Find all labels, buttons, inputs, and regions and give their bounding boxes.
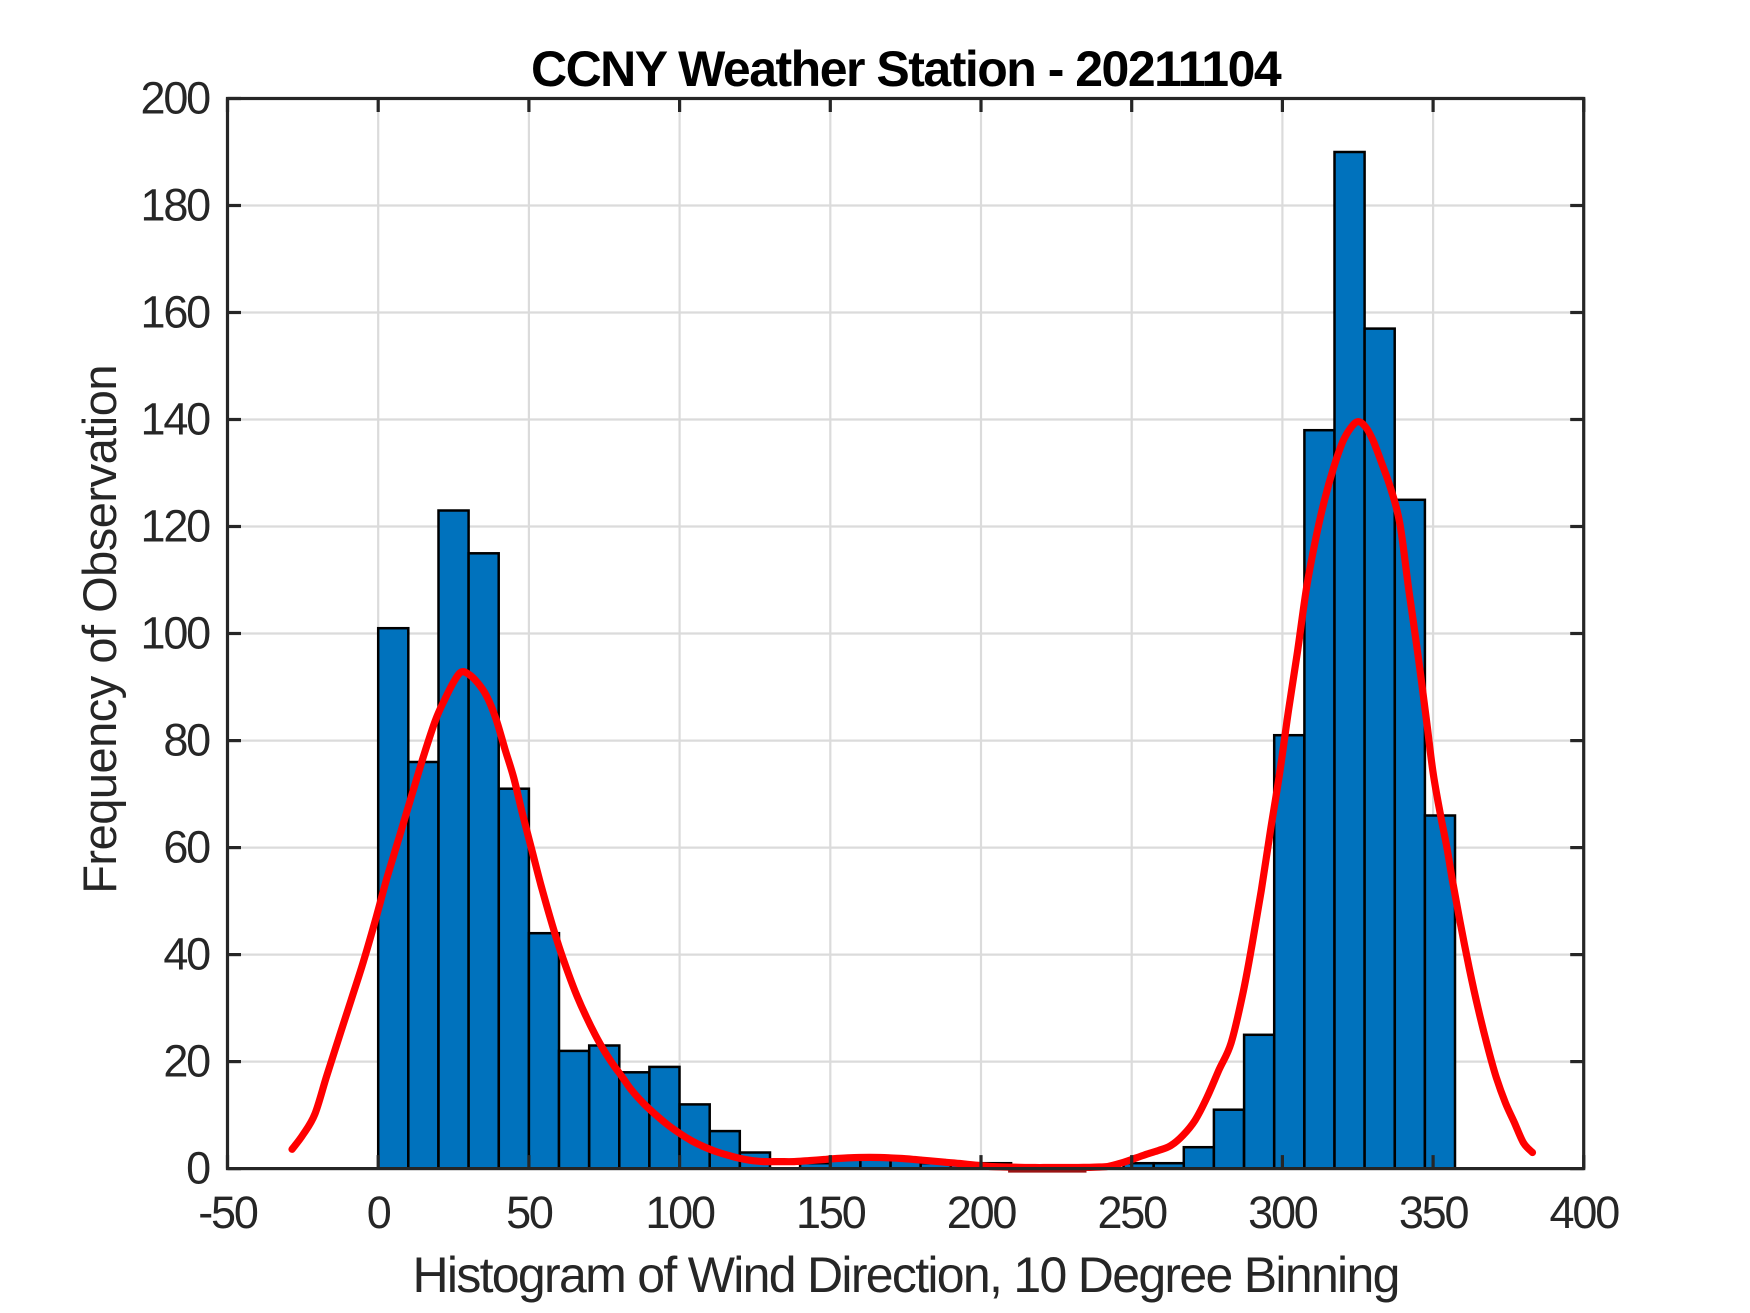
- svg-text:0: 0: [367, 1187, 391, 1238]
- svg-text:400: 400: [1550, 1187, 1620, 1238]
- svg-text:20: 20: [163, 1036, 210, 1087]
- svg-text:180: 180: [141, 180, 211, 231]
- svg-text:200: 200: [141, 73, 211, 124]
- svg-text:160: 160: [141, 287, 211, 338]
- svg-text:100: 100: [141, 608, 211, 659]
- svg-text:Frequency of Observation: Frequency of Observation: [73, 365, 126, 894]
- svg-text:80: 80: [163, 715, 210, 766]
- svg-text:CCNY Weather Station - 2021110: CCNY Weather Station - 20211104: [531, 41, 1282, 97]
- svg-text:Histogram of Wind Direction, 1: Histogram of Wind Direction, 10 Degree B…: [413, 1247, 1399, 1303]
- svg-text:60: 60: [163, 822, 210, 873]
- svg-text:300: 300: [1248, 1187, 1318, 1238]
- svg-text:200: 200: [947, 1187, 1017, 1238]
- svg-text:120: 120: [141, 501, 211, 552]
- svg-text:40: 40: [163, 929, 210, 980]
- svg-text:0: 0: [186, 1143, 210, 1194]
- svg-text:-50: -50: [198, 1187, 258, 1238]
- svg-text:50: 50: [506, 1187, 553, 1238]
- svg-text:100: 100: [645, 1187, 715, 1238]
- svg-text:250: 250: [1097, 1187, 1167, 1238]
- svg-text:350: 350: [1399, 1187, 1469, 1238]
- svg-text:140: 140: [141, 394, 211, 445]
- svg-text:150: 150: [796, 1187, 866, 1238]
